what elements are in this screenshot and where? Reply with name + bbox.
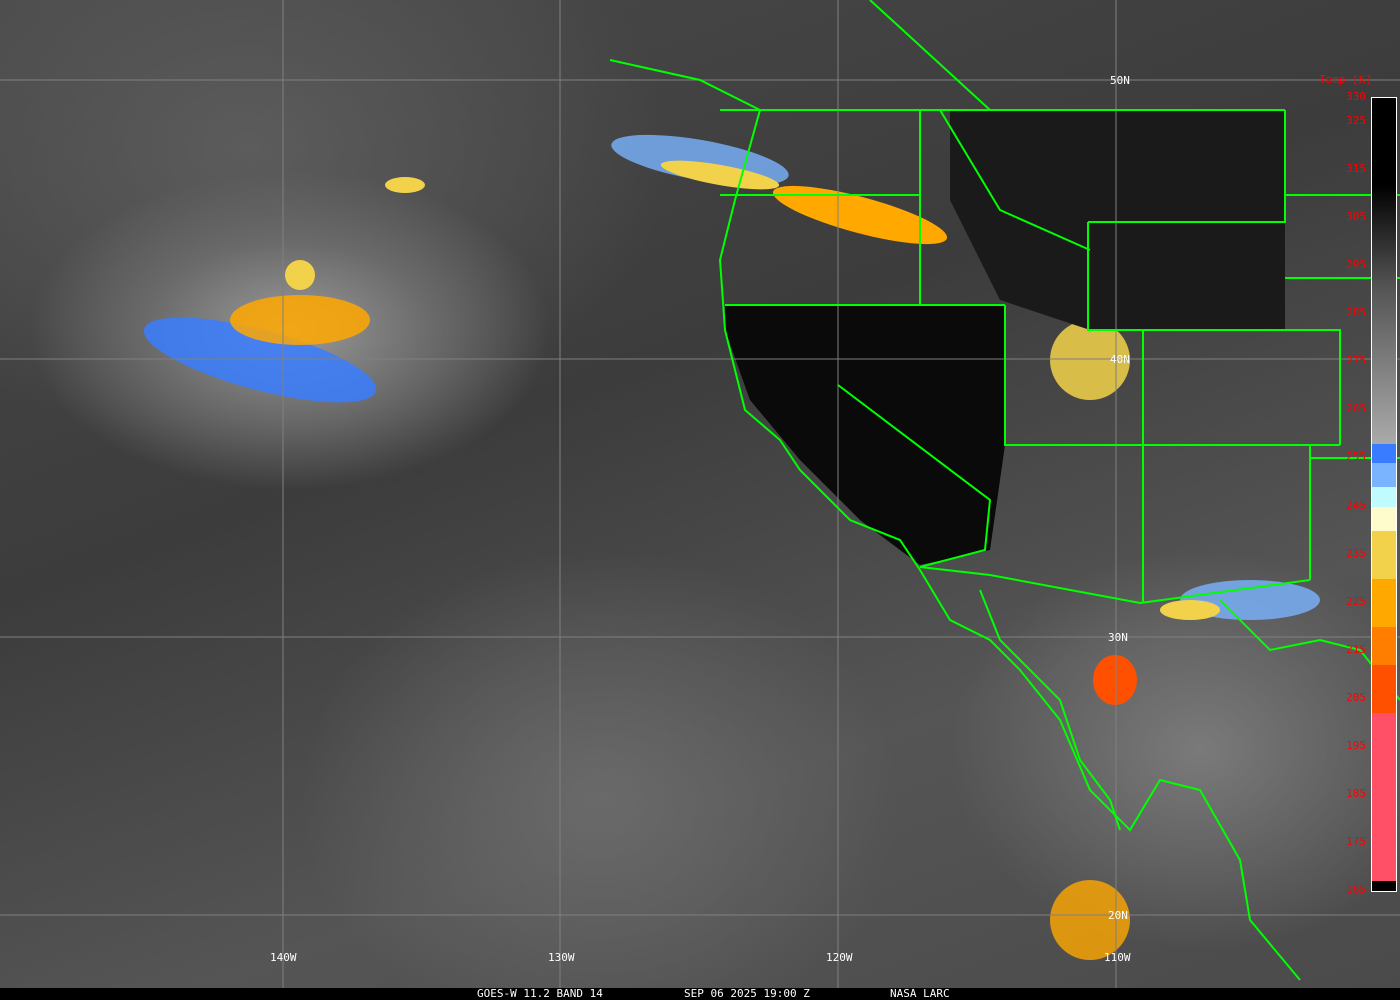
colorbar-tick-label: 245 [1346, 498, 1366, 512]
caption-datetime: SEP 06 2025 19:00 Z [684, 987, 810, 1000]
colorbar-segment [1372, 665, 1396, 714]
interior-land [950, 110, 1285, 330]
colorbar-segment [1372, 713, 1396, 882]
colorbar-tick-label: 325 [1346, 114, 1366, 128]
image-caption: GOES-W 11.2 BAND 14 SEP 06 2025 19:00 Z NA… [0, 988, 1400, 1000]
colorbar-tick-label: 275 [1346, 354, 1366, 368]
lon-label-120w: 120W [826, 951, 853, 964]
colorbar-segment [1372, 506, 1396, 531]
lon-label-110w: 110W [1104, 951, 1131, 964]
colorbar-tick-label: 205 [1346, 690, 1366, 704]
caption-instrument: GOES-W 11.2 BAND 14 [477, 987, 603, 1000]
colorbar-tick-label: 255 [1346, 450, 1366, 464]
california-land [725, 305, 1005, 565]
lon-label-130w: 130W [548, 951, 575, 964]
lat-label-40n: 40N [1110, 353, 1130, 366]
lat-label-50n: 50N [1110, 74, 1130, 87]
cold-cloud-tops [143, 134, 1320, 960]
colorbar-tick-label: 285 [1346, 306, 1366, 320]
colorbar-tick-label: 225 [1346, 594, 1366, 608]
colorbar-tick-label: 315 [1346, 162, 1366, 176]
lat-label-20n: 20N [1108, 909, 1128, 922]
colorbar-tick-label: 265 [1346, 402, 1366, 416]
colorbar-segment [1372, 98, 1396, 445]
lat-label-30n: 30N [1108, 631, 1128, 644]
temperature-colorbar [1371, 97, 1397, 892]
colorbar-tick-label: 330 [1346, 90, 1366, 103]
colorbar-tick-label: 215 [1346, 642, 1366, 656]
caption-source: NASA LARC [890, 987, 950, 1000]
colorbar-segment [1372, 881, 1396, 891]
colorbar-segment [1372, 463, 1396, 488]
colorbar-segment [1372, 487, 1396, 507]
colorbar-segment [1372, 530, 1396, 579]
colorbar-title: Temp [K] [1319, 73, 1372, 86]
lon-label-140w: 140W [270, 951, 297, 964]
colorbar-segment [1372, 626, 1396, 666]
colorbar-tick-label: 195 [1346, 738, 1366, 752]
colorbar-tick-label: 295 [1346, 258, 1366, 272]
colorbar-segment [1372, 444, 1396, 464]
colorbar-segment [1372, 578, 1396, 627]
colorbar-tick-label: 175 [1346, 834, 1366, 848]
colorbar-tick-label: 165 [1346, 883, 1366, 896]
colorbar-tick-label: 235 [1346, 546, 1366, 560]
colorbar-tick-label: 185 [1346, 786, 1366, 800]
colorbar-tick-label: 305 [1346, 210, 1366, 224]
